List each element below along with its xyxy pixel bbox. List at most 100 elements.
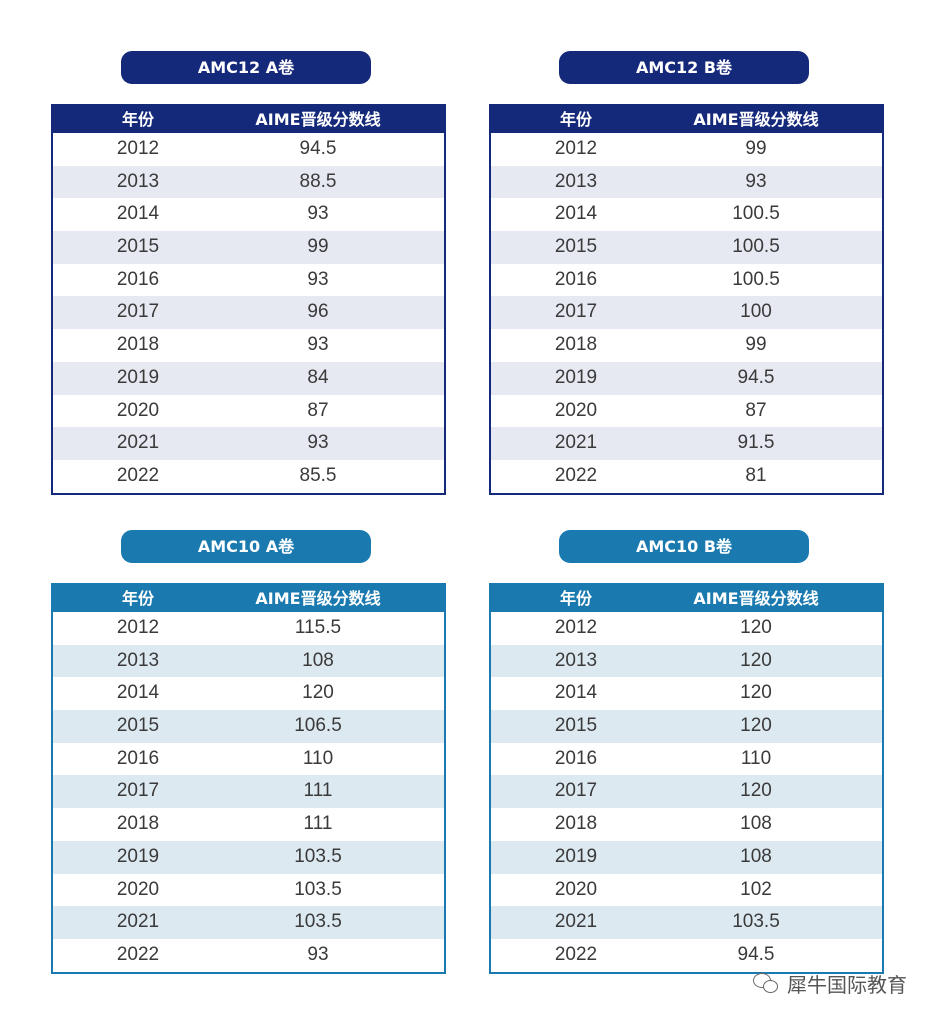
year-cell: 2017 [116,301,160,323]
table-header: 年份 AIME晋级分数线 [491,585,882,612]
year-cell: 2014 [116,203,160,225]
score-cell: 93 [307,268,329,290]
score-cell: 110 [302,747,334,769]
score-cell: 91.5 [737,432,775,454]
table-row: 2012 115.5 [53,612,444,645]
header-year: 年份 [121,110,154,129]
table-row: 2021 91.5 [491,427,882,460]
score-cell: 84 [307,366,329,388]
year-cell: 2013 [554,649,598,671]
score-cell: 100 [740,301,772,323]
year-cell: 2014 [554,203,598,225]
score-cell: 111 [303,813,333,835]
score-cell: 99 [745,334,767,356]
year-cell: 2021 [554,911,598,933]
table-row: 2012 99 [491,133,882,166]
year-cell: 2018 [554,334,598,356]
table-row: 2015 120 [491,710,882,743]
table-body: 2012 115.5 2013 108 2014 120 2015 106.5 2016 110 2… [53,612,444,972]
year-cell: 2014 [554,682,598,704]
score-cell: 120 [302,682,334,704]
table-row: 2020 87 [53,395,444,428]
year-cell: 2022 [116,943,160,965]
score-cell: 94.5 [299,138,337,159]
table-row: 2019 108 [491,840,882,874]
table-title: AMC10 B卷 [559,530,809,563]
year-cell: 2016 [116,268,160,290]
score-cell: 103.5 [294,845,342,867]
table-row: 2018 108 [491,808,882,841]
table-row: 2015 100.5 [491,231,882,264]
score-cell: 108 [302,649,334,671]
score-table: 年份 AIME晋级分数线 2012 94.5 2013 88.5 2014 93 2015 9… [51,104,446,495]
year-cell: 2020 [116,878,160,900]
score-cell: 85.5 [299,464,337,486]
year-cell: 2015 [116,236,160,258]
table-row: 2019 84 [53,361,444,395]
score-cell: 100.5 [732,236,780,258]
year-cell: 2015 [116,715,160,737]
year-cell: 2015 [554,715,598,737]
score-cell: 120 [740,715,772,737]
year-cell: 2019 [554,845,598,867]
header-score: AIME晋级分数线 [255,110,381,129]
table-row: 2018 111 [53,808,444,841]
year-cell: 2019 [554,366,598,388]
table-row: 2021 103.5 [491,906,882,939]
year-cell: 2020 [116,399,160,421]
year-cell: 2021 [116,911,160,933]
score-cell: 102 [740,878,772,900]
score-cell: 93 [745,170,767,192]
table-title: AMC12 A卷 [121,51,371,84]
table-header: 年份 AIME晋级分数线 [53,106,444,133]
score-table: 年份 AIME晋级分数线 2012 115.5 2013 108 2014 120 2015… [51,583,446,974]
table-row: 2016 93 [53,264,444,297]
table-row: 2014 120 [53,677,444,710]
table-row: 2022 94.5 [491,939,882,972]
score-cell: 100.5 [732,268,780,290]
header-score: AIME晋级分数线 [255,589,381,608]
year-cell: 2019 [116,845,160,867]
table-row: 2014 120 [491,677,882,710]
score-cell: 110 [740,747,772,769]
table-row: 2018 93 [53,329,444,362]
table-row: 2020 102 [491,874,882,907]
score-cell: 94.5 [737,366,775,388]
year-cell: 2020 [554,399,598,421]
table-row: 2017 111 [53,775,444,809]
table-row: 2012 94.5 [53,133,444,166]
score-cell: 115.5 [294,617,342,638]
year-cell: 2021 [554,432,598,454]
year-cell: 2017 [116,780,160,802]
table-row: 2015 99 [53,231,444,264]
year-cell: 2018 [116,813,160,835]
table-row: 2022 81 [491,460,882,493]
table-row: 2017 120 [491,775,882,809]
year-cell: 2013 [116,649,160,671]
score-cell: 108 [740,813,772,835]
header-score: AIME晋级分数线 [693,589,819,608]
table-row: 2016 110 [491,743,882,776]
year-cell: 2012 [554,617,598,638]
table-row: 2014 100.5 [491,198,882,231]
watermark: 犀牛国际教育 [753,968,907,998]
score-cell: 106.5 [294,715,342,737]
table-row: 2013 120 [491,644,882,678]
score-cell: 87 [307,399,329,421]
table-title: AMC10 A卷 [121,530,371,563]
score-cell: 108 [740,845,772,867]
score-cell: 111 [303,780,333,802]
year-cell: 2022 [116,464,160,486]
score-cell: 94.5 [737,943,775,965]
table-header: 年份 AIME晋级分数线 [53,585,444,612]
year-cell: 2012 [554,138,598,159]
table-row: 2017 96 [53,296,444,330]
score-cell: 120 [740,649,772,671]
score-cell: 103.5 [294,878,342,900]
year-cell: 2012 [116,138,160,159]
score-cell: 120 [740,617,772,638]
table-row: 2018 99 [491,329,882,362]
year-cell: 2013 [554,170,598,192]
score-table: 年份 AIME晋级分数线 2012 99 2013 93 2014 100.5 2015 10… [489,104,884,495]
year-cell: 2022 [554,943,598,965]
